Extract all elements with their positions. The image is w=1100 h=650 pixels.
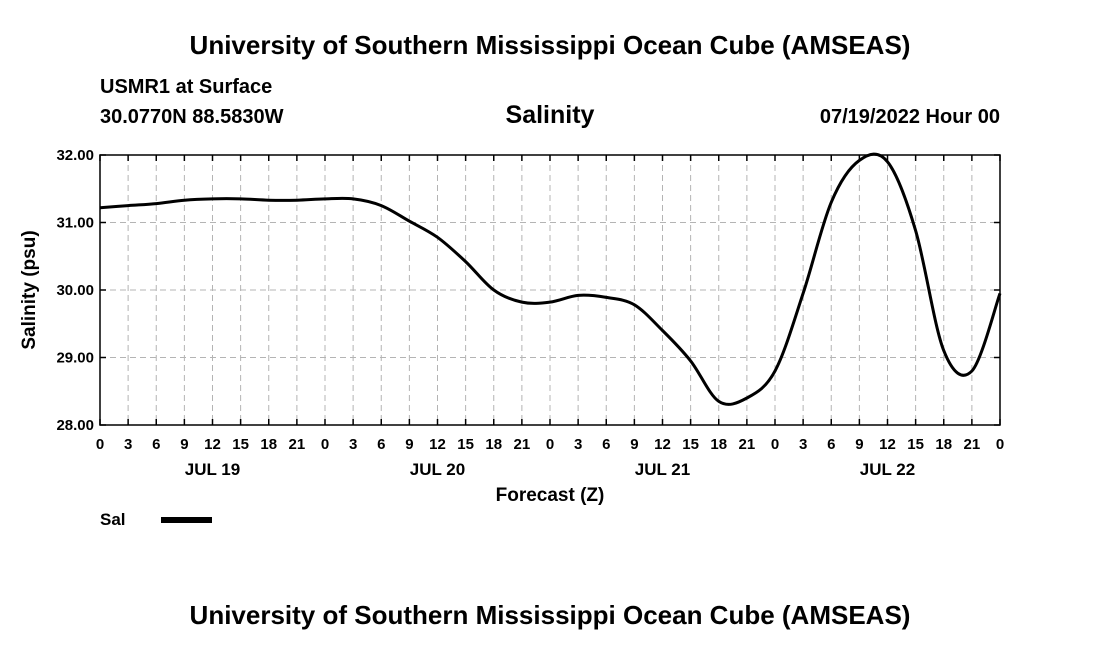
- legend-label: Sal: [100, 510, 126, 529]
- x-tick-label: 0: [771, 436, 779, 453]
- x-tick-label: 18: [485, 436, 502, 453]
- x-tick-label: 9: [405, 436, 413, 453]
- y-tick-label: 29.00: [56, 350, 94, 367]
- x-tick-label: 0: [996, 436, 1004, 453]
- x-tick-label: 18: [260, 436, 277, 453]
- x-tick-label: 12: [204, 436, 221, 453]
- x-tick-label: 6: [377, 436, 385, 453]
- x-tick-label: 0: [96, 436, 104, 453]
- station-label: USMR1 at Surface: [100, 76, 273, 98]
- x-tick-label: 21: [739, 436, 756, 453]
- x-tick-label: 6: [152, 436, 160, 453]
- x-tick-label: 0: [546, 436, 554, 453]
- date-label: 07/19/2022 Hour 00: [819, 106, 1000, 128]
- x-day-label: JUL 22: [860, 460, 915, 479]
- x-tick-label: 6: [827, 436, 835, 453]
- x-tick-label: 6: [602, 436, 610, 453]
- y-axis-label: Salinity (psu): [19, 230, 40, 349]
- y-tick-label: 28.00: [56, 417, 94, 434]
- x-tick-label: 15: [232, 436, 249, 453]
- x-tick-label: 21: [514, 436, 531, 453]
- x-tick-label: 3: [574, 436, 582, 453]
- x-day-label: JUL 21: [635, 460, 690, 479]
- coordinates-label: 30.0770N 88.5830W: [100, 106, 284, 128]
- x-tick-label: 0: [321, 436, 329, 453]
- x-tick-label: 9: [630, 436, 638, 453]
- x-tick-label: 9: [855, 436, 863, 453]
- legend-line-swatch: [161, 517, 212, 523]
- x-tick-label: 12: [429, 436, 446, 453]
- chart-main-title: University of Southern Mississippi Ocean…: [189, 30, 911, 60]
- footer-title: University of Southern Mississippi Ocean…: [189, 600, 911, 630]
- x-tick-label: 12: [879, 436, 896, 453]
- x-tick-label: 3: [799, 436, 807, 453]
- x-tick-label: 15: [682, 436, 699, 453]
- x-tick-label: 12: [654, 436, 671, 453]
- y-tick-label: 32.00: [56, 147, 94, 164]
- x-tick-label: 3: [349, 436, 357, 453]
- y-tick-label: 30.00: [56, 282, 94, 299]
- series-line-sal: [99, 152, 1002, 406]
- x-tick-label: 15: [907, 436, 924, 453]
- y-tick-label: 31.00: [56, 215, 94, 232]
- salinity-chart: 0 3 6 9 12 15 18 21 0 3 6 9 12 15 18 21 0 3 6 9 12 15 18 21 0 3 6 9…: [19, 147, 1004, 506]
- x-day-label: JUL 19: [185, 460, 240, 479]
- x-day-label: JUL 20: [410, 460, 465, 479]
- x-tick-label: 18: [710, 436, 727, 453]
- x-tick-label: 21: [964, 436, 981, 453]
- x-tick-label: 15: [457, 436, 474, 453]
- chart-title: Salinity: [505, 101, 595, 129]
- x-tick-label: 3: [124, 436, 132, 453]
- x-tick-label: 18: [935, 436, 952, 453]
- x-tick-label: 21: [289, 436, 306, 453]
- x-axis-label: Forecast (Z): [496, 485, 605, 506]
- plot-frame: [99, 154, 1001, 426]
- x-tick-label: 9: [180, 436, 188, 453]
